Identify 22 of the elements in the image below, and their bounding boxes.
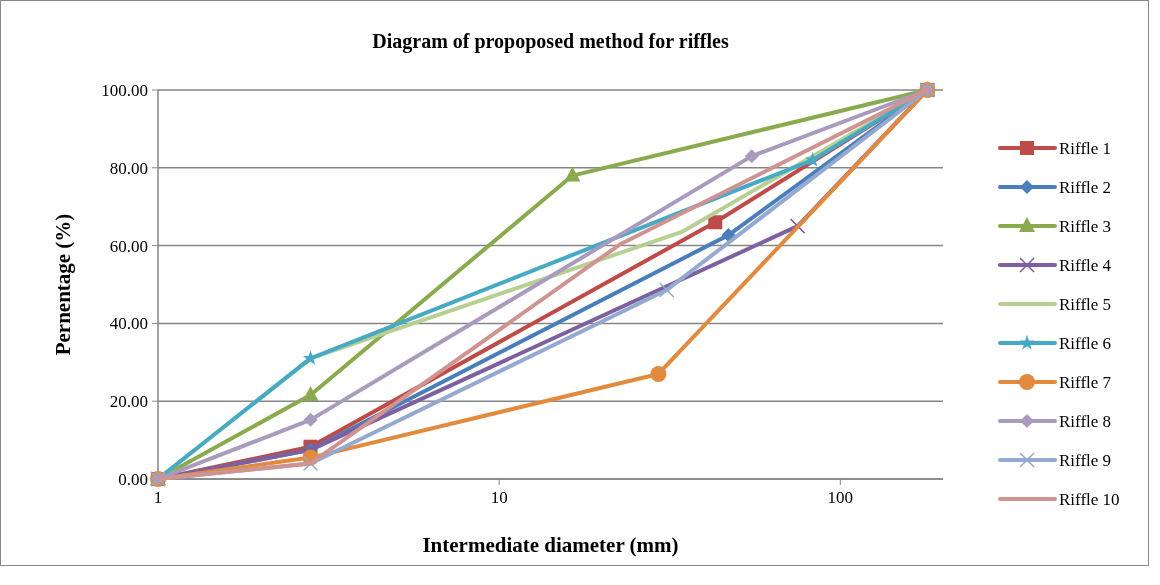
y-tick-label: 0.00 [118,470,148,489]
legend-label: Riffle 9 [1059,451,1112,470]
legend-label: Riffle 7 [1059,373,1112,392]
legend-label: Riffle 4 [1059,256,1112,275]
y-tick-label: 100.00 [101,81,148,100]
chart-title: Diagram of propoposed method for riffles [372,30,729,53]
x-tick-label: 1 [153,488,163,507]
legend-label: Riffle 6 [1059,334,1112,353]
y-tick-label: 20.00 [109,392,148,412]
legend-label: Riffle 10 [1059,490,1120,509]
x-tick-label: 10 [490,488,508,507]
y-tick-label: 40.00 [109,314,148,334]
x-axis-title: Intermediate diameter (mm) [422,533,679,557]
y-tick-label: 80.00 [109,158,148,178]
y-tick-label: 60.00 [109,236,148,256]
legend-label: Riffle 5 [1059,295,1112,314]
legend-label: Riffle 3 [1059,217,1112,236]
legend-label: Riffle 8 [1059,412,1112,431]
x-tick-label: 100 [827,488,854,507]
y-axis-title: Pernentage (%) [51,213,75,356]
legend-label: Riffle 2 [1059,178,1112,197]
legend-label: Riffle 1 [1059,139,1112,158]
